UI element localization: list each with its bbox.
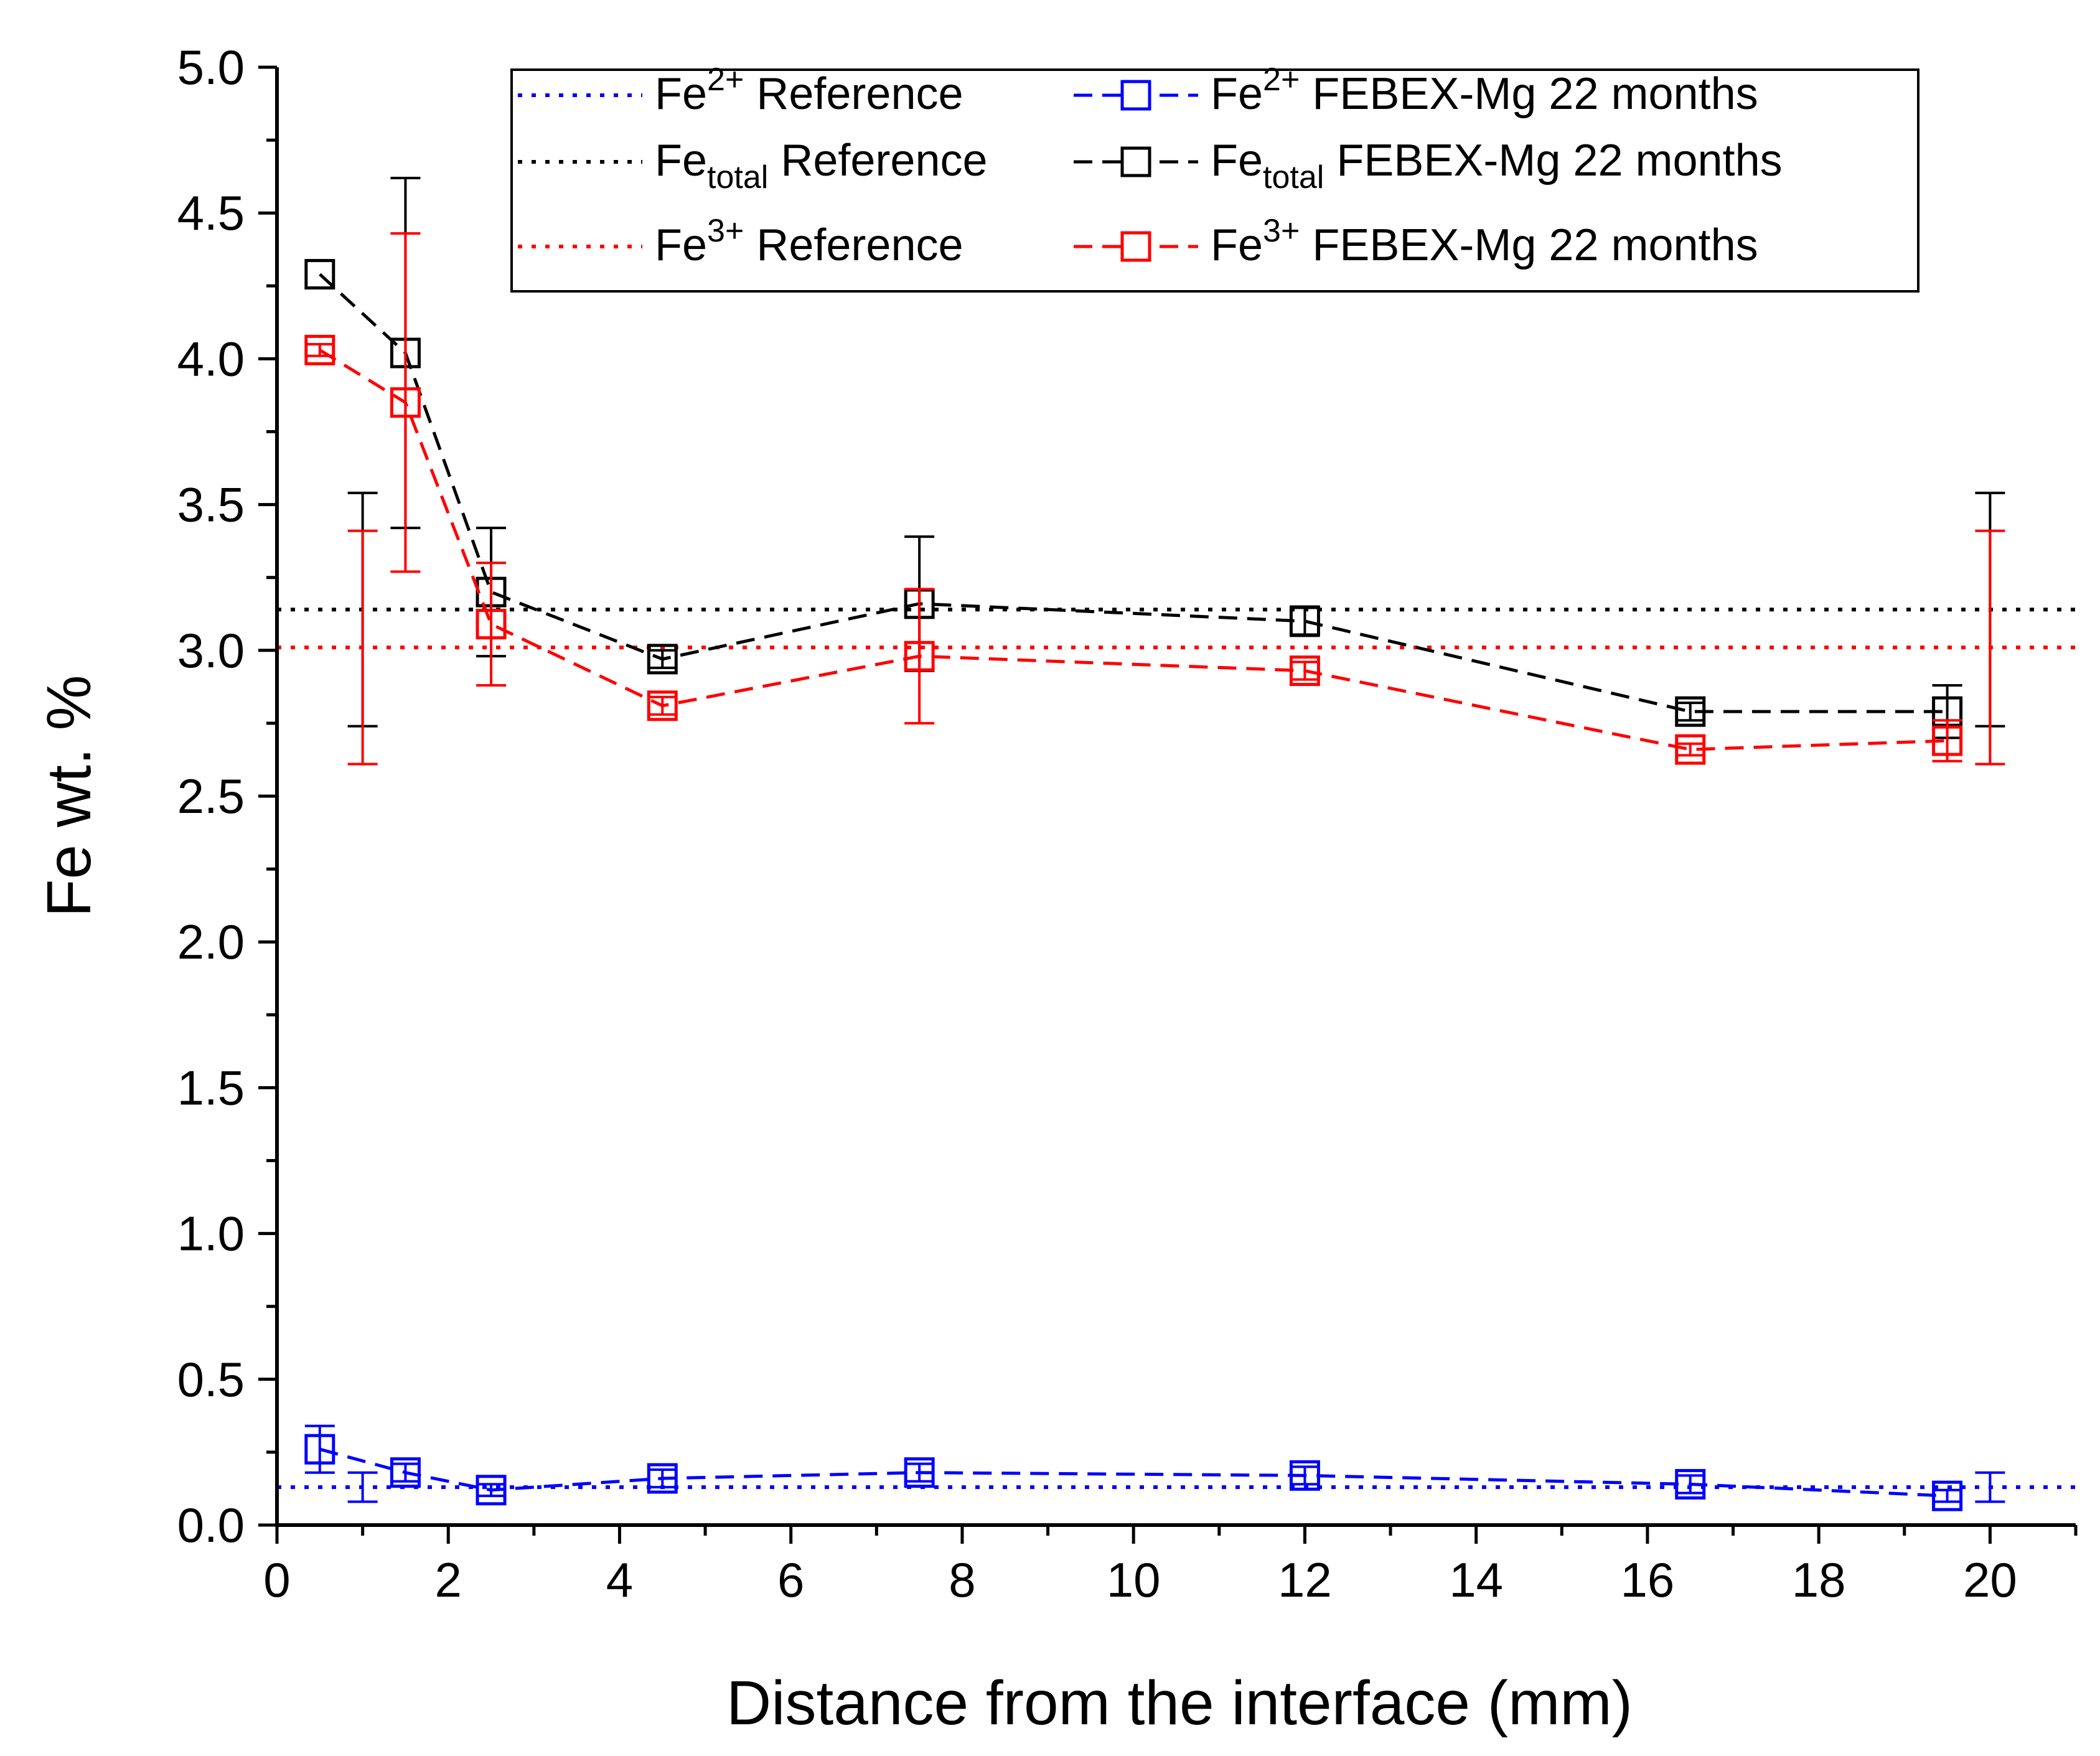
- x-tick-label-4: 8: [949, 1552, 975, 1607]
- axes: 0 2 4 6 8 10 12 14 16 18 20 0.0 0.5 1.0 1.5 2.0 2.5 3.0 3.…: [34, 40, 2078, 1738]
- y-axis-title: Fe wt. %: [34, 675, 104, 918]
- fe2_febex-marker-7: [1932, 1480, 1963, 1511]
- x-tick-label-3: 6: [777, 1552, 804, 1607]
- y-tick-label-2: 1.0: [177, 1206, 245, 1261]
- x-tick-label-10: 20: [1963, 1552, 2017, 1607]
- fe3_febex-marker-0: [304, 334, 335, 365]
- x-tick-label-6: 12: [1278, 1552, 1332, 1607]
- fetot_febex-marker-3: [647, 644, 678, 675]
- legend-swatch-marker-fe3_febex: [1120, 231, 1151, 262]
- fe3_febex-marker-1: [390, 387, 421, 418]
- legend-box: [510, 68, 1920, 293]
- legend-swatch-marker-fetot_febex: [1120, 146, 1151, 177]
- y-tick-label-8: 4.0: [177, 331, 245, 386]
- fetot_febex-marker-5: [1289, 606, 1320, 637]
- legend-label-fetot_ref: Fetotal Reference: [655, 136, 988, 195]
- y-tick-label-0: 0.0: [177, 1498, 245, 1552]
- fe3_febex-marker-5: [1289, 655, 1320, 687]
- fetot_febex-marker-0: [304, 259, 335, 290]
- fe2_febex-marker-2: [476, 1475, 507, 1506]
- fe3_febex-marker-6: [1675, 734, 1706, 765]
- y-tick-label-6: 3.0: [177, 623, 245, 678]
- x-tick-label-8: 16: [1621, 1552, 1675, 1607]
- legend-swatch-marker-fe2_febex: [1120, 80, 1151, 111]
- fe2_febex-marker-0: [304, 1434, 335, 1465]
- fe3_febex-line: [319, 349, 1948, 751]
- legend: Fe2+ Reference Fe2+ FEBEX-Mg 22 months Fet…: [510, 62, 1920, 293]
- fe3_febex-marker-2: [476, 609, 507, 640]
- y-tick-label-4: 2.0: [177, 914, 245, 969]
- fe2_febex-marker-1: [390, 1457, 421, 1488]
- legend-label-fetot_febex: Fetotal FEBEX-Mg 22 months: [1211, 136, 1783, 195]
- x-axis-title: Distance from the interface (mm): [726, 1668, 1633, 1738]
- reference-lines: [277, 491, 2076, 1503]
- legend-label-fe2_febex: Fe2+ FEBEX-Mg 22 months: [1211, 62, 1758, 119]
- y-tick-label-1: 0.5: [177, 1352, 245, 1407]
- x-tick-label-2: 4: [606, 1552, 633, 1607]
- fe3_febex-marker-3: [647, 690, 678, 721]
- fe2_febex-marker-5: [1289, 1460, 1320, 1491]
- fe3_febex-marker-7: [1932, 725, 1963, 756]
- legend-label-fe3_ref: Fe3+ Reference: [655, 213, 963, 270]
- x-tick-label-0: 0: [263, 1552, 290, 1607]
- y-tick-label-3: 1.5: [177, 1060, 245, 1115]
- data-series: [304, 176, 1963, 1511]
- y-tick-label-10: 5.0: [177, 40, 245, 95]
- y-tick-label-5: 2.5: [177, 769, 245, 824]
- x-tick-label-5: 10: [1107, 1552, 1161, 1607]
- x-tick-label-7: 14: [1449, 1552, 1503, 1607]
- fe2_febex-marker-3: [647, 1463, 678, 1494]
- fe3_febex-marker-4: [904, 641, 935, 672]
- x-tick-label-1: 2: [435, 1552, 462, 1607]
- y-tick-label-9: 4.5: [177, 185, 245, 240]
- fetot_febex-marker-6: [1675, 696, 1706, 727]
- x-tick-label-9: 18: [1792, 1552, 1846, 1607]
- fe2_febex-marker-4: [904, 1457, 935, 1488]
- fe2_febex-marker-6: [1675, 1468, 1706, 1500]
- y-tick-label-7: 3.5: [177, 477, 245, 532]
- legend-label-fe2_ref: Fe2+ Reference: [655, 62, 963, 119]
- legend-label-fe3_febex: Fe3+ FEBEX-Mg 22 months: [1211, 213, 1758, 270]
